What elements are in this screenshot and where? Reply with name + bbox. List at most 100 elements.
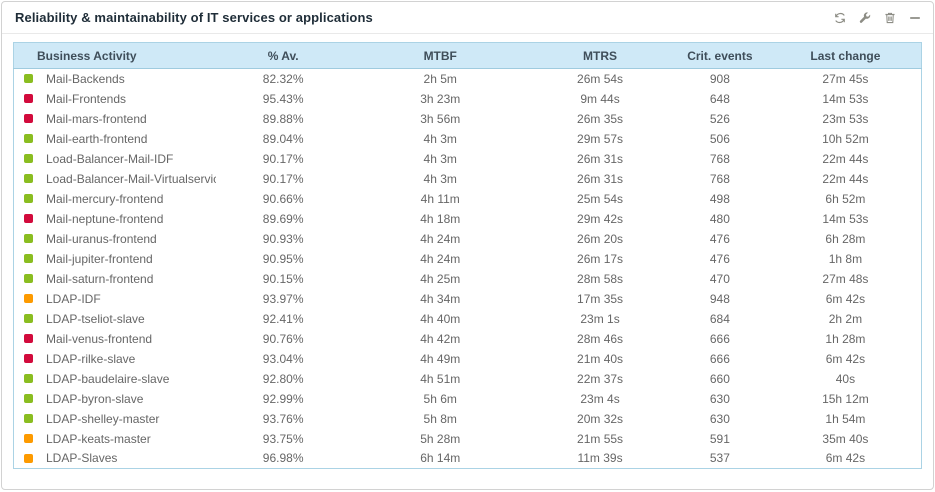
table-row[interactable]: Mail-saturn-frontend 90.15% 4h 25m 28m 58s 4… (13, 268, 922, 289)
business-activity-label: Mail-mars-frontend (46, 111, 147, 126)
table-row[interactable]: Mail-Backends 82.32% 2h 5m 26m 54s 908 27m 45… (13, 68, 922, 89)
table-row[interactable]: LDAP-IDF 93.97% 4h 34m 17m 35s 948 6m 42s (13, 288, 922, 309)
business-activity-label: Mail-venus-frontend (46, 331, 153, 346)
table-row[interactable]: LDAP-byron-slave 92.99% 5h 6m 23m 4s 630 15h … (13, 388, 922, 409)
cell-crit-events: 666 (709, 351, 730, 366)
cell-crit-events: 660 (709, 371, 730, 386)
business-activity-label: LDAP-shelley-master (46, 411, 160, 426)
table-row[interactable]: LDAP-Slaves 96.98% 6h 14m 11m 39s 537 6m 42s (13, 448, 922, 469)
cell-last-change: 1h 54m (825, 411, 866, 426)
table-row[interactable]: Load-Balancer-Mail-IDF 90.17% 4h 3m 26m 31s… (13, 148, 922, 169)
cell-availability: 82.32% (262, 71, 304, 86)
table-row[interactable]: LDAP-keats-master 93.75% 5h 28m 21m 55s 591 3… (13, 428, 922, 449)
business-activity-label: LDAP-rilke-slave (46, 351, 136, 366)
status-indicator-orange (24, 434, 33, 443)
status-indicator-green (24, 174, 33, 183)
cell-last-change: 14m 53s (822, 211, 869, 226)
configure-button[interactable] (857, 10, 873, 26)
delete-button[interactable] (882, 10, 898, 26)
cell-mtrs: 17m 35s (577, 291, 624, 306)
cell-mtrs: 29m 42s (577, 211, 624, 226)
table-row[interactable]: Mail-neptune-frontend 89.69% 4h 18m 29m 42s… (13, 208, 922, 229)
cell-availability: 90.17% (262, 171, 304, 186)
cell-crit-events: 526 (709, 111, 730, 126)
table-row[interactable]: Mail-jupiter-frontend 90.95% 4h 24m 26m 17s… (13, 248, 922, 269)
column-header-business-activity[interactable]: Business Activity (13, 42, 216, 69)
status-indicator-green (24, 194, 33, 203)
cell-crit-events: 948 (709, 291, 730, 306)
table-row[interactable]: Mail-uranus-frontend 90.93% 4h 24m 26m 20s 4… (13, 228, 922, 249)
cell-last-change: 1h 28m (825, 331, 866, 346)
table-row[interactable]: LDAP-baudelaire-slave 92.80% 4h 51m 22m 37s… (13, 368, 922, 389)
business-activity-label: Load-Balancer-Mail-IDF (46, 151, 174, 166)
table-row[interactable]: LDAP-shelley-master 93.76% 5h 8m 20m 32s 630… (13, 408, 922, 429)
status-indicator-red (24, 214, 33, 223)
cell-crit-events: 476 (709, 231, 730, 246)
table-row[interactable]: Mail-mars-frontend 89.88% 3h 56m 26m 35s 526… (13, 108, 922, 129)
cell-last-change: 27m 45s (822, 71, 869, 86)
cell-availability: 92.41% (262, 311, 304, 326)
cell-last-change: 6m 42s (825, 351, 866, 366)
table-row[interactable]: LDAP-tseliot-slave 92.41% 4h 40m 23m 1s 684 2… (13, 308, 922, 329)
cell-crit-events: 537 (709, 451, 730, 466)
cell-availability: 95.43% (262, 91, 304, 106)
cell-mtbf: 4h 24m (420, 251, 461, 266)
column-header-crit-events[interactable]: Crit. events (669, 42, 770, 69)
widget-title: Reliability & maintainability of IT serv… (15, 10, 373, 25)
refresh-button[interactable] (832, 10, 848, 26)
cell-mtrs: 26m 31s (577, 171, 624, 186)
column-header-mtbf[interactable]: MTBF (350, 42, 531, 69)
cell-last-change: 6h 28m (825, 231, 866, 246)
table-row[interactable]: Mail-earth-frontend 89.04% 4h 3m 29m 57s 506… (13, 128, 922, 149)
cell-mtrs: 11m 39s (577, 451, 623, 466)
business-activity-label: LDAP-byron-slave (46, 391, 144, 406)
cell-availability: 90.76% (262, 331, 304, 346)
cell-mtbf: 4h 3m (423, 151, 457, 166)
cell-last-change: 22m 44s (822, 151, 869, 166)
cell-last-change: 35m 40s (822, 431, 869, 446)
business-activity-label: Mail-jupiter-frontend (46, 251, 153, 266)
table-row[interactable]: Mail-venus-frontend 90.76% 4h 42m 28m 46s 66… (13, 328, 922, 349)
table-row[interactable]: Load-Balancer-Mail-Virtualservice 90.17% 4… (13, 168, 922, 189)
widget-body: Business Activity % Av. MTBF MTRS Crit. … (2, 34, 933, 469)
cell-availability: 93.97% (262, 291, 304, 306)
reliability-table: Business Activity % Av. MTBF MTRS Crit. … (13, 42, 922, 469)
cell-availability: 90.95% (262, 251, 304, 266)
cell-business-activity: Load-Balancer-Mail-Virtualservice (14, 169, 216, 189)
cell-availability: 90.66% (262, 191, 304, 206)
business-activity-label: LDAP-IDF (46, 291, 101, 306)
cell-crit-events: 476 (709, 251, 730, 266)
cell-mtrs: 25m 54s (577, 191, 624, 206)
cell-business-activity: LDAP-baudelaire-slave (14, 369, 216, 389)
status-indicator-green (24, 234, 33, 243)
cell-crit-events: 498 (709, 191, 730, 206)
cell-last-change: 6h 52m (825, 191, 866, 206)
cell-business-activity: LDAP-keats-master (14, 429, 216, 449)
table-row[interactable]: Mail-Frontends 95.43% 3h 23m 9m 44s 648 14m 5… (13, 88, 922, 109)
status-indicator-green (24, 134, 33, 143)
cell-business-activity: LDAP-tseliot-slave (14, 309, 216, 329)
table-row[interactable]: Mail-mercury-frontend 90.66% 4h 11m 25m 54s… (13, 188, 922, 209)
column-header-availability[interactable]: % Av. (215, 42, 351, 69)
business-activity-label: Mail-uranus-frontend (46, 231, 157, 246)
cell-availability: 90.17% (262, 151, 304, 166)
business-activity-label: Mail-earth-frontend (46, 131, 148, 146)
cell-availability: 93.04% (262, 351, 304, 366)
cell-crit-events: 591 (709, 431, 730, 446)
column-header-last-change[interactable]: Last change (769, 42, 922, 69)
cell-mtrs: 26m 54s (577, 71, 624, 86)
minimize-button[interactable] (907, 10, 923, 26)
table-row[interactable]: LDAP-rilke-slave 93.04% 4h 49m 21m 40s 666 6m… (13, 348, 922, 369)
column-header-mtrs[interactable]: MTRS (530, 42, 670, 69)
cell-availability: 93.75% (262, 431, 304, 446)
cell-mtrs: 23m 1s (580, 311, 620, 326)
business-activity-label: LDAP-keats-master (46, 431, 151, 446)
cell-last-change: 27m 48s (822, 271, 869, 286)
cell-crit-events: 908 (709, 71, 730, 86)
cell-mtrs: 26m 20s (577, 231, 624, 246)
cell-last-change: 10h 52m (822, 131, 869, 146)
cell-availability: 90.15% (262, 271, 304, 286)
cell-business-activity: LDAP-Slaves (14, 449, 216, 469)
cell-business-activity: Mail-venus-frontend (14, 329, 216, 349)
